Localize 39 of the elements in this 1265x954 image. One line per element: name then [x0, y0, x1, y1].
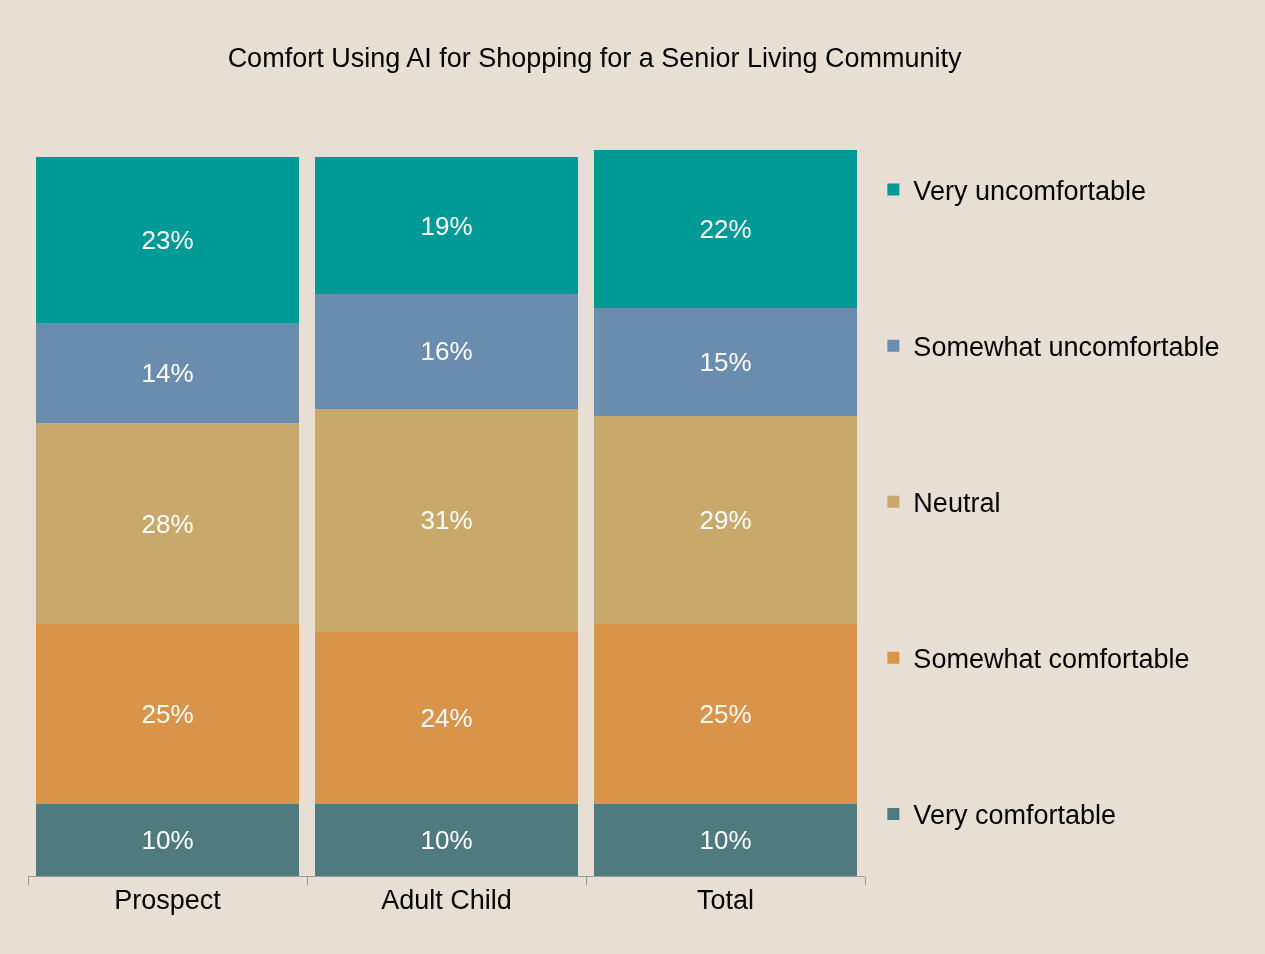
data-label: 25% — [141, 699, 194, 730]
x-tick-label: Prospect — [114, 885, 222, 916]
data-label: 23% — [141, 225, 194, 256]
legend-label: Very uncomfortable — [913, 176, 1146, 207]
data-label: 31% — [420, 505, 473, 536]
data-label: 15% — [699, 347, 752, 378]
bar — [36, 157, 299, 323]
bar — [594, 150, 857, 309]
chart-title: Comfort Using AI for Shopping for a Senior Living Community — [227, 42, 962, 73]
data-label: 24% — [420, 702, 473, 733]
data-label: 22% — [699, 214, 752, 245]
bar — [315, 631, 578, 805]
legend-label: Neutral — [913, 488, 1001, 519]
bar — [315, 804, 578, 876]
bar — [36, 322, 299, 424]
data-label: 19% — [420, 210, 473, 241]
data-label: 14% — [141, 357, 194, 388]
bar — [594, 308, 857, 417]
bar — [594, 416, 857, 625]
bar — [594, 624, 857, 805]
legend-label: Very comfortable — [913, 800, 1116, 831]
bar — [594, 804, 857, 876]
bar — [36, 624, 299, 805]
bar — [315, 157, 578, 294]
x-tick-label: Adult Child — [381, 885, 512, 916]
x-tick-label: Total — [696, 885, 755, 916]
data-label: 29% — [699, 505, 752, 536]
data-label: 28% — [141, 508, 194, 539]
data-label: 10% — [699, 825, 752, 856]
bar — [36, 804, 299, 876]
data-label: 10% — [420, 825, 473, 856]
legend-label: Somewhat comfortable — [913, 644, 1190, 675]
bar — [36, 423, 299, 625]
data-label: 16% — [420, 336, 473, 367]
bar — [315, 408, 578, 632]
data-label: 10% — [141, 825, 194, 856]
legend-label: Somewhat uncomfortable — [913, 332, 1220, 363]
data-label: 25% — [699, 699, 752, 730]
bar — [315, 293, 578, 409]
